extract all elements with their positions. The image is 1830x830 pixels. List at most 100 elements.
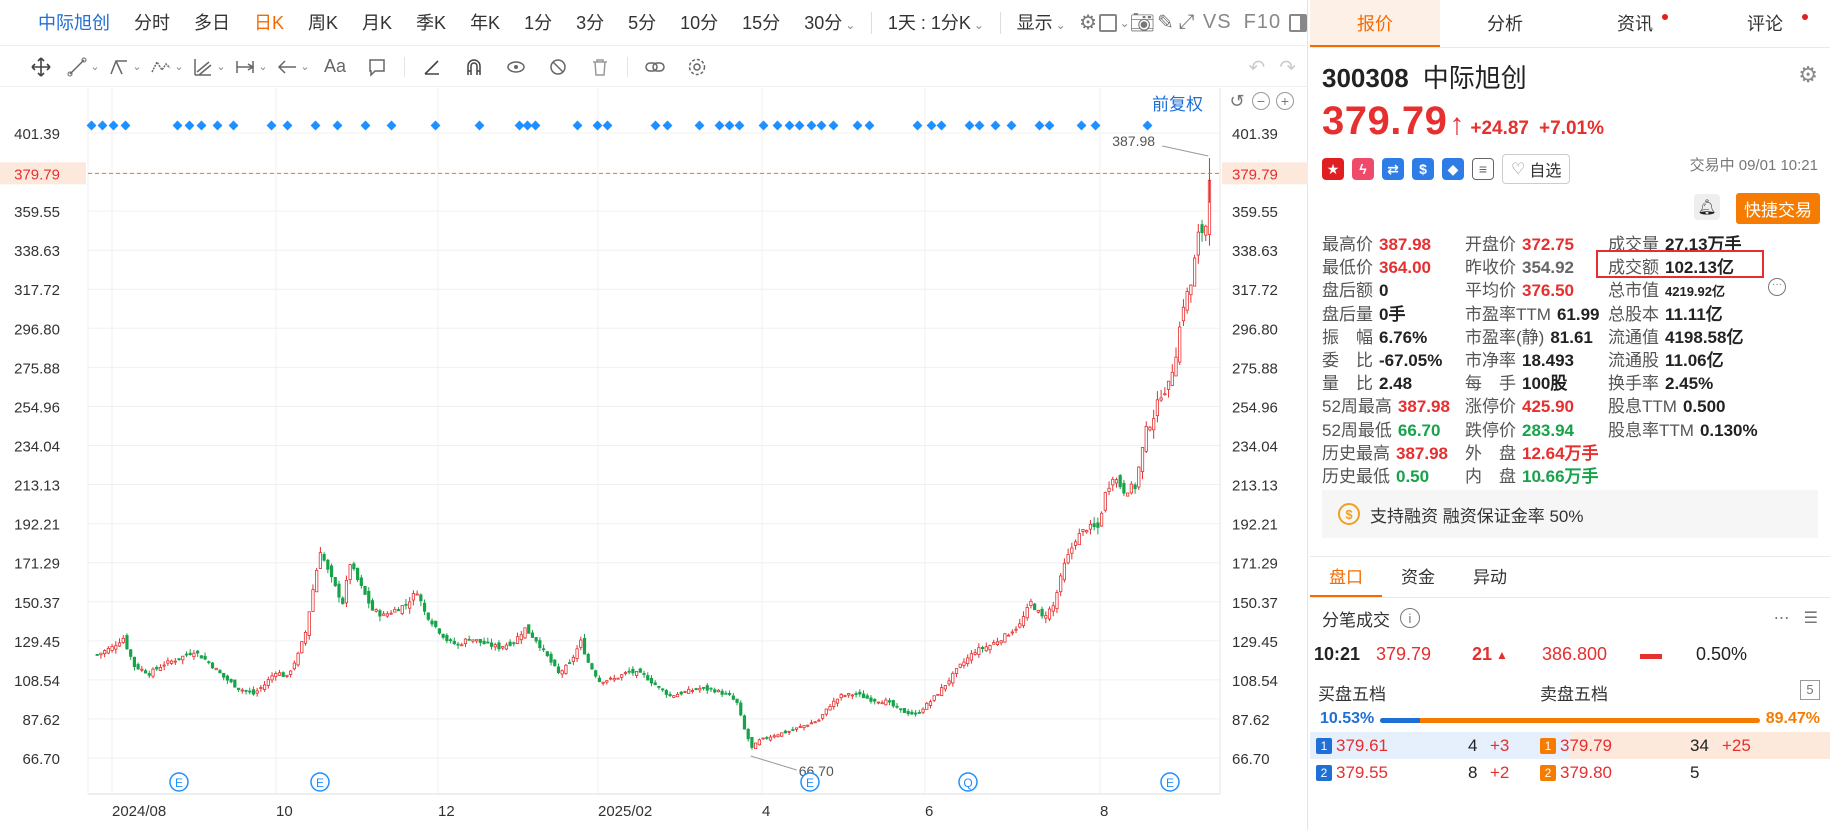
tab-multiday[interactable]: 多日: [194, 12, 230, 33]
event-marker: [1160, 772, 1180, 792]
kline-chart[interactable]: 401.39 401.39 379.79 379.79 359.55 359.55 338.…: [0, 88, 1308, 830]
wave-icon[interactable]: ⌄: [146, 47, 188, 87]
collapse-icon[interactable]: ⌃: [1534, 476, 1546, 492]
add-watchlist-button[interactable]: ♡ 自选: [1502, 154, 1571, 184]
link-icon[interactable]: [634, 47, 676, 87]
price-row: 379.79 ↑ +24.87 +7.01%: [1322, 99, 1818, 144]
candle-body: [225, 675, 229, 681]
sidebar-toggle-icon[interactable]: [1287, 0, 1308, 46]
tab-comments-label: 评论: [1747, 14, 1783, 34]
tab-pankou[interactable]: 盘口: [1310, 557, 1382, 597]
candle-body: [969, 653, 974, 661]
reset-icon[interactable]: ↺: [1229, 91, 1245, 111]
lightning-icon[interactable]: ϟ: [1352, 158, 1374, 180]
list-icon[interactable]: ☰: [1803, 610, 1818, 627]
undo-icon[interactable]: ↶: [1248, 56, 1266, 79]
event-marker: [310, 772, 330, 792]
polyline-icon[interactable]: ⌄: [104, 47, 146, 87]
tab-daily-k[interactable]: 日K: [254, 12, 285, 33]
tag-icon[interactable]: ◆: [1442, 158, 1464, 180]
tab-monthly-k[interactable]: 月K: [362, 12, 393, 33]
display-menu[interactable]: 显示 ⌄: [1005, 0, 1078, 46]
tab-quote[interactable]: 报价: [1310, 0, 1440, 47]
ask-volume: 5: [1690, 763, 1700, 782]
more-icon[interactable]: ⋯: [1773, 610, 1790, 627]
gear-icon[interactable]: ⚙: [1798, 62, 1818, 87]
tab-1min[interactable]: 1分: [524, 12, 553, 33]
layout-square-icon[interactable]: ⌄: [1098, 0, 1130, 46]
lock-icon[interactable]: [537, 47, 579, 87]
move-icon[interactable]: [20, 47, 62, 87]
arrow-icon[interactable]: ⌄: [272, 47, 314, 87]
stock-name: 中际旭创: [1422, 63, 1527, 93]
tab-30min-dropdown[interactable]: 30分 ⌄: [792, 0, 867, 46]
period-dropdown[interactable]: 1天 : 1分K ⌄: [876, 0, 996, 46]
candle-body: [1070, 547, 1074, 554]
divider: [627, 56, 628, 77]
dollar-icon[interactable]: $: [1412, 158, 1434, 180]
bid-level: 1: [1316, 738, 1332, 754]
gear-icon[interactable]: ⚙: [1079, 12, 1098, 34]
tab-quarterly-k[interactable]: 季K: [416, 12, 447, 33]
candle-body: [430, 620, 434, 625]
candle-body: [1066, 554, 1070, 564]
kline-svg[interactable]: 401.39 401.39 379.79 379.79 359.55 359.55 338.…: [0, 88, 1308, 830]
tab-movements[interactable]: 异动: [1454, 557, 1526, 597]
tab-yearly-k[interactable]: 年K: [470, 12, 501, 33]
stat-item: 振 幅 6.76%: [1322, 323, 1427, 348]
measure-icon[interactable]: ⌄: [230, 47, 272, 87]
quote-stats: 最高价 387.98 开盘价 372.75 成交量 27.13万手 最低价 364.00 昨收价…: [1310, 226, 1830, 492]
stock-code: 300308: [1322, 63, 1409, 93]
candle-body: [1018, 623, 1022, 628]
bell-icon[interactable]: 🔔︎: [1694, 194, 1720, 220]
tab-funds[interactable]: 资金: [1382, 557, 1454, 597]
stock-name-tab[interactable]: 中际旭创: [38, 12, 110, 33]
orderbook-row[interactable]: 2 379.55 8 +2 2 379.80 5: [1310, 759, 1830, 786]
tab-news[interactable]: 资讯: [1570, 0, 1700, 47]
document-icon[interactable]: ≡: [1472, 158, 1494, 180]
tab-weekly-k[interactable]: 周K: [308, 12, 339, 33]
shuffle-icon[interactable]: ⇄: [1382, 158, 1404, 180]
f10-button[interactable]: F10: [1243, 11, 1282, 33]
channel-icon[interactable]: ⌄: [188, 47, 230, 87]
candle-body: [329, 565, 334, 578]
depth-level-button[interactable]: 5: [1800, 680, 1820, 700]
eye-hide-icon[interactable]: [495, 47, 537, 87]
line-icon[interactable]: ⌄: [62, 47, 104, 87]
fast-trade-button[interactable]: 快捷交易: [1736, 193, 1820, 224]
zoom-in-icon[interactable]: +: [1276, 92, 1294, 110]
tab-comments[interactable]: 评论: [1700, 0, 1830, 47]
candle-body: [783, 730, 788, 734]
candle-body: [776, 734, 780, 738]
settings-icon[interactable]: [676, 47, 718, 87]
pen-icon[interactable]: [411, 47, 453, 87]
x-tick-label: 2025/02: [598, 803, 652, 820]
magnet-icon[interactable]: [453, 47, 495, 87]
tab-5min[interactable]: 5分: [628, 12, 657, 33]
more-icon[interactable]: ···: [1768, 278, 1786, 296]
info-icon[interactable]: i: [1400, 608, 1420, 628]
candle-body: [873, 698, 877, 702]
camera-icon[interactable]: 📷︎: [1129, 12, 1156, 34]
margin-info[interactable]: $ 支持融资 融资保证金率 50%: [1322, 490, 1818, 538]
tab-3min[interactable]: 3分: [576, 12, 605, 33]
orderbook-row[interactable]: 1 379.61 4 +3 1 379.79 34 +25: [1310, 732, 1830, 759]
comment-icon[interactable]: [356, 47, 398, 87]
fullscreen-icon[interactable]: ⤢: [1178, 11, 1195, 33]
zoom-out-icon[interactable]: −: [1252, 92, 1270, 110]
china-flag-icon[interactable]: ★: [1322, 158, 1344, 180]
text-icon[interactable]: Aa: [323, 56, 347, 76]
trash-icon[interactable]: [579, 47, 621, 87]
tab-15min[interactable]: 15分: [742, 12, 781, 33]
tab-analysis[interactable]: 分析: [1440, 0, 1570, 47]
redo-icon[interactable]: ↷: [1279, 56, 1296, 79]
pencil-icon[interactable]: ✎: [1157, 12, 1174, 34]
candle-body: [460, 644, 464, 647]
adjust-mode-button[interactable]: 前复权: [1152, 95, 1203, 114]
vs-compare-button[interactable]: VS: [1202, 11, 1232, 33]
tab-30min-label: 30分: [804, 12, 843, 33]
tab-10min[interactable]: 10分: [680, 12, 719, 33]
stat-item: 最低价 364.00: [1322, 253, 1431, 278]
tab-fenshi[interactable]: 分时: [134, 12, 170, 33]
candle-body: [1044, 615, 1048, 619]
